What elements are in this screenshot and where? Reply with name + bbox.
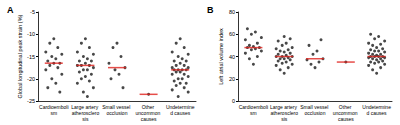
svg-text:80: 80 [229, 9, 235, 15]
svg-text:causes: causes [141, 116, 157, 122]
svg-text:sis: sis [82, 116, 89, 122]
svg-text:causes: causes [338, 116, 354, 122]
svg-text:-15: -15 [27, 54, 35, 60]
svg-text:occlusion: occlusion [107, 110, 128, 116]
svg-text:-10: -10 [27, 31, 35, 37]
svg-text:occlusion: occlusion [305, 110, 326, 116]
svg-text:Small vessel: Small vessel [102, 104, 132, 110]
svg-text:atherosclero: atherosclero [71, 110, 100, 116]
svg-text:Left atrial volume index: Left atrial volume index [218, 28, 224, 85]
svg-text:Undetermine: Undetermine [362, 104, 391, 110]
svg-text:Cardioemboli: Cardioemboli [39, 104, 69, 110]
svg-text:B: B [207, 5, 214, 15]
svg-text:sm: sm [250, 110, 257, 116]
svg-text:sm: sm [50, 110, 57, 116]
svg-text:atherosclero: atherosclero [270, 110, 298, 116]
svg-text:0: 0 [232, 98, 235, 104]
svg-text:uncommon: uncommon [332, 110, 359, 116]
svg-text:20: 20 [229, 76, 235, 82]
svg-text:-20: -20 [27, 76, 35, 82]
svg-text:Large artery: Large artery [71, 104, 100, 110]
svg-text:Other: Other [141, 104, 156, 110]
svg-text:uncommon: uncommon [135, 110, 162, 116]
svg-text:60: 60 [229, 31, 235, 37]
svg-text:Small vessel: Small vessel [300, 104, 330, 110]
svg-text:-25: -25 [27, 98, 35, 104]
svg-text:d causes: d causes [367, 110, 388, 116]
svg-text:40: 40 [229, 54, 235, 60]
svg-text:Global longitudinal peak strai: Global longitudinal peak strain (%) [17, 14, 23, 98]
svg-text:Cardioemboli: Cardioemboli [238, 104, 269, 110]
svg-text:sis: sis [281, 116, 288, 122]
svg-text:Other: Other [338, 104, 353, 110]
svg-text:A: A [7, 5, 14, 15]
svg-text:-5: -5 [30, 9, 35, 15]
svg-text:Undetermine: Undetermine [165, 104, 195, 110]
svg-text:d causes: d causes [170, 110, 191, 116]
svg-text:Large artery: Large artery [270, 104, 299, 110]
